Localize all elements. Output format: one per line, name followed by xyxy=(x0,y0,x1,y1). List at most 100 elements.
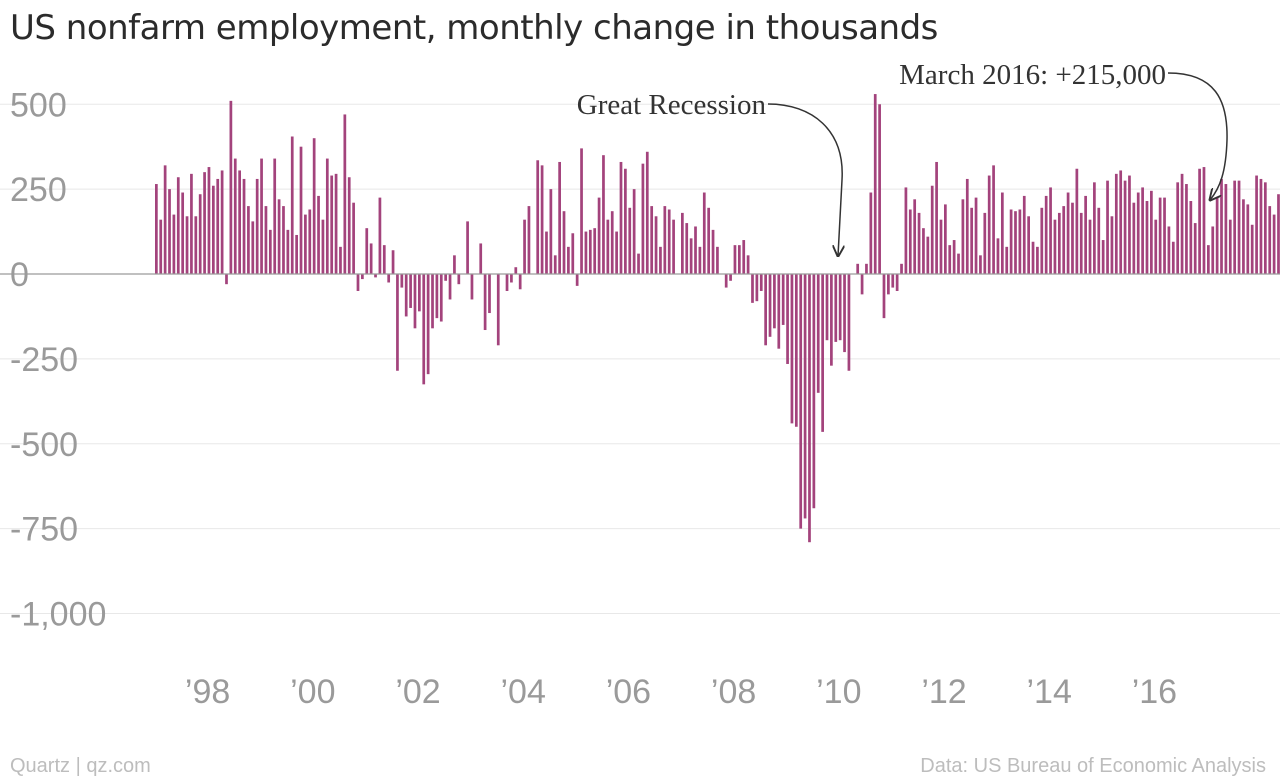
bar xyxy=(843,274,846,353)
bar xyxy=(794,274,798,427)
bar xyxy=(707,207,711,274)
bar xyxy=(527,206,531,274)
bar xyxy=(181,192,185,274)
x-tick-label: ’04 xyxy=(501,673,546,711)
bar xyxy=(716,246,719,274)
bar xyxy=(1189,201,1193,274)
bar xyxy=(426,274,430,375)
bar xyxy=(610,211,614,274)
bar xyxy=(698,246,702,274)
bar xyxy=(667,209,671,274)
bar xyxy=(299,146,303,274)
bar xyxy=(1114,173,1118,274)
bar xyxy=(361,274,364,280)
bar xyxy=(1250,224,1254,274)
bar xyxy=(453,255,456,274)
bar xyxy=(545,231,548,274)
bar xyxy=(483,274,487,331)
bar xyxy=(869,192,873,274)
bar xyxy=(1075,168,1079,274)
bar xyxy=(1277,194,1280,274)
bar xyxy=(965,178,969,274)
bar xyxy=(908,209,912,274)
y-tick-label: 0 xyxy=(10,256,29,294)
bar xyxy=(176,177,180,274)
bar xyxy=(1176,182,1180,274)
x-tick-label: ’12 xyxy=(921,673,966,711)
bar xyxy=(260,158,263,274)
bar xyxy=(1123,180,1127,274)
bar xyxy=(641,163,645,274)
bar xyxy=(781,274,785,325)
bar xyxy=(277,199,281,274)
bar xyxy=(382,245,386,274)
bar xyxy=(1193,223,1197,274)
chart-title: US nonfarm employment, monthly change in… xyxy=(10,8,938,48)
bar xyxy=(1171,241,1175,274)
bar xyxy=(155,184,158,274)
bar xyxy=(295,234,298,274)
bar xyxy=(838,274,842,341)
bar xyxy=(891,274,895,288)
bar xyxy=(992,165,995,274)
bar xyxy=(268,229,272,274)
bar xyxy=(1088,219,1092,274)
bar xyxy=(856,263,860,274)
bar xyxy=(251,221,255,274)
bar xyxy=(514,267,518,274)
bar xyxy=(685,223,689,274)
bar xyxy=(1000,192,1004,274)
bar xyxy=(790,274,794,424)
bar xyxy=(396,274,399,371)
bar xyxy=(900,263,903,274)
bar xyxy=(654,216,658,274)
bar xyxy=(321,219,325,274)
bar xyxy=(444,274,448,281)
x-tick-label: ’16 xyxy=(1132,673,1177,711)
bar xyxy=(1014,211,1017,274)
bar xyxy=(860,274,864,295)
bar xyxy=(413,274,417,329)
bar xyxy=(211,185,215,274)
bar xyxy=(233,158,237,274)
bar xyxy=(1215,197,1219,274)
bar xyxy=(168,189,171,275)
y-tick-label: -500 xyxy=(10,426,78,464)
bar xyxy=(374,274,377,278)
bar xyxy=(1145,201,1149,274)
bar xyxy=(330,175,334,274)
bar xyxy=(400,274,404,288)
bar xyxy=(681,212,684,274)
bar xyxy=(1246,204,1250,274)
bar xyxy=(742,240,746,274)
bar xyxy=(1220,178,1223,274)
bar xyxy=(220,170,224,274)
bar xyxy=(1110,216,1114,274)
bar xyxy=(689,238,693,274)
bar xyxy=(203,172,206,274)
bar xyxy=(1079,212,1083,274)
bar xyxy=(352,202,355,274)
bar xyxy=(238,170,241,274)
bar xyxy=(1150,190,1153,274)
bar xyxy=(518,274,522,290)
bar xyxy=(957,253,960,274)
bar xyxy=(803,274,807,519)
bar xyxy=(1268,206,1272,274)
x-tick-label: ’08 xyxy=(711,673,756,711)
bar xyxy=(1044,195,1048,274)
bar xyxy=(659,246,662,274)
bar xyxy=(470,274,474,300)
bar xyxy=(418,274,421,312)
bar xyxy=(821,274,824,432)
bar xyxy=(588,229,592,274)
bar xyxy=(624,168,627,274)
bar xyxy=(1101,240,1105,274)
bar xyxy=(996,238,1000,274)
bar xyxy=(339,246,342,274)
bar xyxy=(746,255,750,274)
bar xyxy=(549,189,553,275)
bar xyxy=(1211,226,1215,274)
bar xyxy=(1263,182,1267,274)
bar xyxy=(983,212,987,274)
